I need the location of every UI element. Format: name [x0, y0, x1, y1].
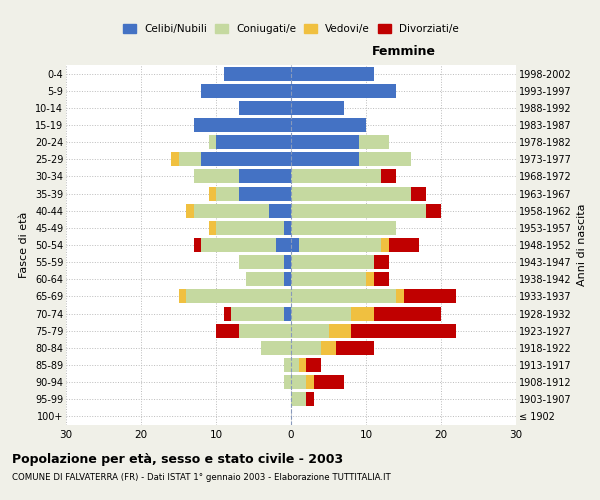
Bar — [216, 135, 291, 149]
Bar — [426, 204, 441, 218]
Bar — [216, 324, 239, 338]
Bar — [209, 186, 216, 200]
Bar — [284, 375, 291, 389]
Bar — [291, 255, 373, 269]
Bar — [284, 255, 291, 269]
Bar — [276, 238, 291, 252]
Bar — [389, 238, 419, 252]
Bar — [239, 101, 291, 115]
Bar — [284, 358, 291, 372]
Bar — [201, 238, 276, 252]
Bar — [373, 255, 389, 269]
Bar — [186, 204, 193, 218]
Bar — [216, 221, 284, 235]
Bar — [193, 238, 201, 252]
Bar — [291, 238, 299, 252]
Bar — [193, 118, 291, 132]
Bar — [306, 375, 314, 389]
Bar — [291, 272, 366, 286]
Y-axis label: Anni di nascita: Anni di nascita — [577, 204, 587, 286]
Text: Popolazione per età, sesso e stato civile - 2003: Popolazione per età, sesso e stato civil… — [12, 452, 343, 466]
Bar — [291, 170, 381, 183]
Bar — [239, 255, 284, 269]
Bar — [359, 135, 389, 149]
Bar — [396, 290, 404, 304]
Bar — [239, 170, 291, 183]
Bar — [373, 306, 441, 320]
Bar — [291, 135, 359, 149]
Bar — [179, 152, 201, 166]
Bar — [291, 118, 366, 132]
Bar — [381, 170, 396, 183]
Bar — [239, 324, 291, 338]
Bar — [223, 306, 231, 320]
Bar — [284, 221, 291, 235]
Bar — [284, 306, 291, 320]
Bar — [291, 204, 426, 218]
Bar — [231, 306, 284, 320]
Bar — [291, 66, 373, 80]
Bar — [321, 341, 336, 355]
Bar — [291, 324, 329, 338]
Bar — [193, 204, 269, 218]
Bar — [291, 152, 359, 166]
Bar — [179, 290, 186, 304]
Bar — [291, 358, 299, 372]
Text: COMUNE DI FALVATERRA (FR) - Dati ISTAT 1° gennaio 2003 - Elaborazione TUTTITALIA: COMUNE DI FALVATERRA (FR) - Dati ISTAT 1… — [12, 472, 391, 482]
Legend: Celibi/Nubili, Coniugati/e, Vedovi/e, Divorziati/e: Celibi/Nubili, Coniugati/e, Vedovi/e, Di… — [119, 20, 463, 38]
Bar — [351, 324, 456, 338]
Bar — [291, 290, 396, 304]
Bar — [291, 306, 351, 320]
Bar — [291, 221, 396, 235]
Bar — [171, 152, 179, 166]
Bar — [404, 290, 456, 304]
Bar — [261, 341, 291, 355]
Bar — [299, 238, 381, 252]
Bar — [351, 306, 373, 320]
Bar — [291, 84, 396, 98]
Bar — [299, 358, 306, 372]
Bar — [291, 341, 321, 355]
Bar — [291, 101, 343, 115]
Bar — [201, 152, 291, 166]
Bar — [246, 272, 284, 286]
Bar — [306, 392, 314, 406]
Bar — [186, 290, 291, 304]
Bar — [291, 392, 306, 406]
Bar — [209, 135, 216, 149]
Bar — [366, 272, 373, 286]
Bar — [223, 66, 291, 80]
Bar — [336, 341, 373, 355]
Bar — [373, 272, 389, 286]
Text: Femmine: Femmine — [371, 45, 436, 58]
Bar — [216, 186, 239, 200]
Bar — [269, 204, 291, 218]
Bar — [291, 186, 411, 200]
Bar — [209, 221, 216, 235]
Bar — [329, 324, 351, 338]
Bar — [359, 152, 411, 166]
Bar — [201, 84, 291, 98]
Bar — [291, 375, 306, 389]
Bar — [239, 186, 291, 200]
Bar — [284, 272, 291, 286]
Bar — [381, 238, 389, 252]
Bar — [314, 375, 343, 389]
Bar — [193, 170, 239, 183]
Bar — [306, 358, 321, 372]
Y-axis label: Fasce di età: Fasce di età — [19, 212, 29, 278]
Bar — [411, 186, 426, 200]
